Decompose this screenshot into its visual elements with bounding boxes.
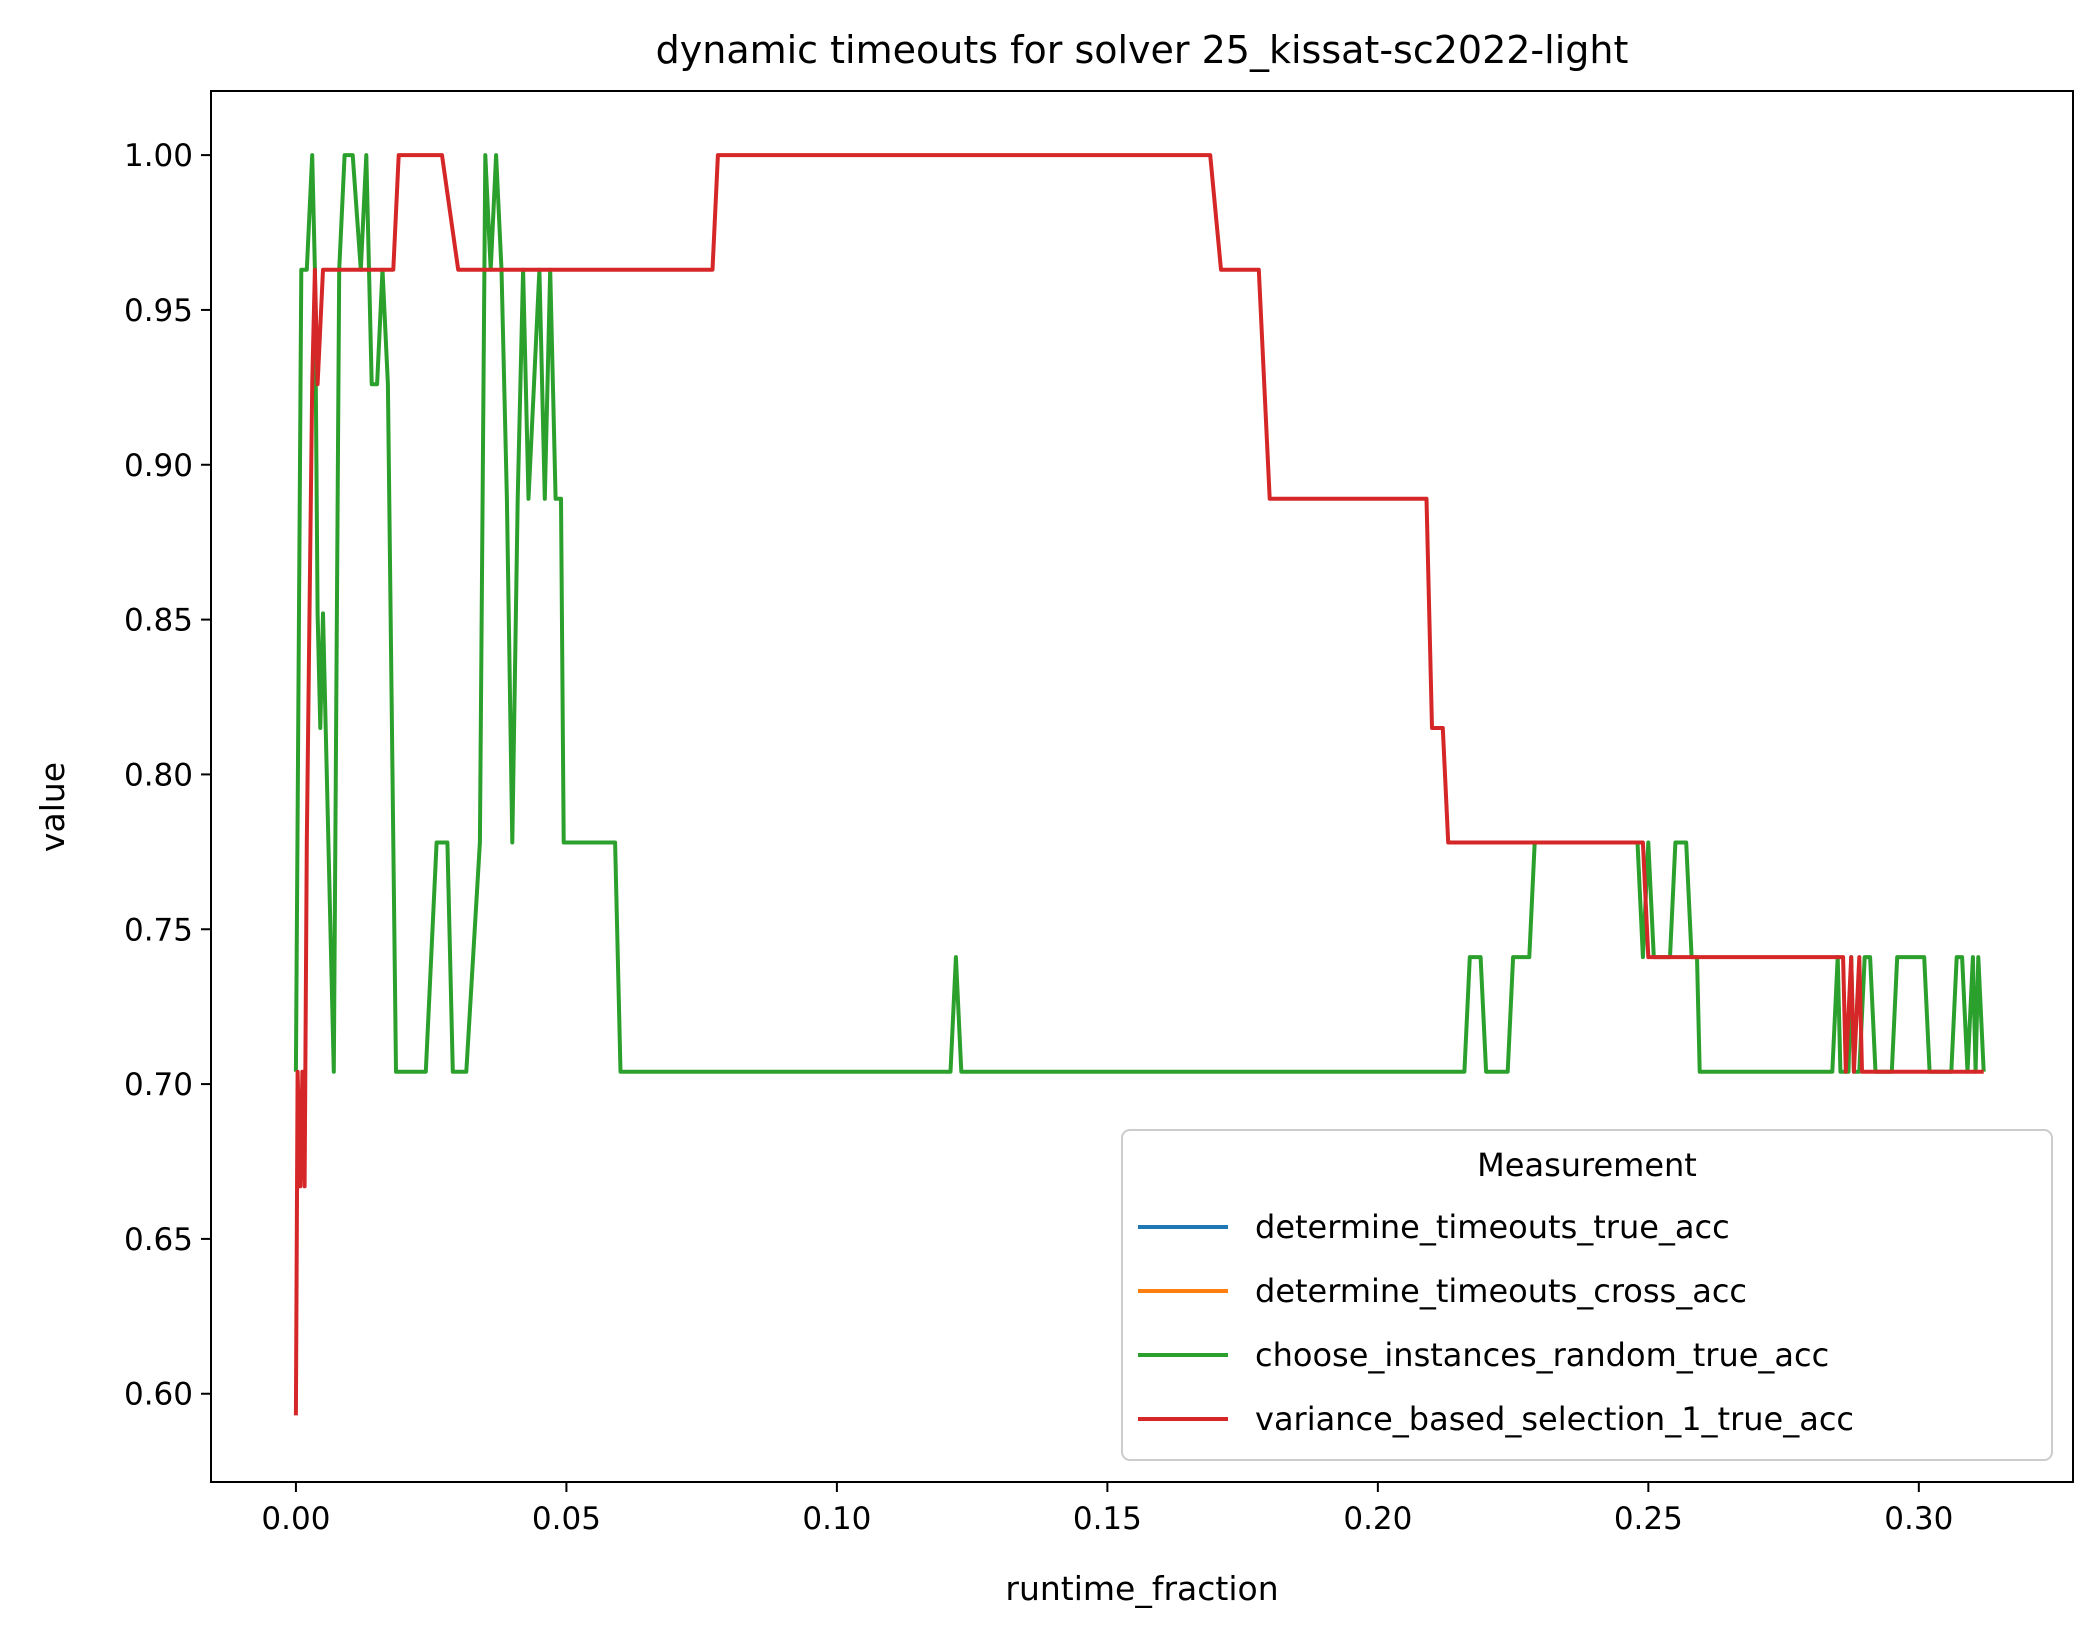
x-axis-label: runtime_fraction [1005,1569,1278,1608]
legend: Measurement determine_timeouts_true_accd… [1121,1129,2053,1461]
y-tick-label: 0.60 [124,1377,193,1413]
y-tick-label: 0.65 [124,1222,193,1258]
plot-area-frame [210,90,2074,1483]
plot-lines [293,153,1986,1416]
legend-label: determine_timeouts_cross_acc [1255,1272,1747,1310]
series-line-variance-based-selection-1-true-acc [293,153,1984,1416]
y-axis-label: value [33,762,72,852]
x-tick-label: 0.10 [802,1501,871,1537]
x-tick-label: 0.15 [1073,1501,1142,1537]
y-tick-label: 0.90 [124,448,193,484]
legend-label: variance_based_selection_1_true_acc [1255,1400,1854,1438]
y-tick-label: 0.85 [124,603,193,639]
x-axis-ticks: 0.00 0.05 0.10 0.15 0.20 0.25 0.30 [261,1482,1953,1537]
legend-title: Measurement [1477,1146,1697,1184]
y-tick-label: 0.70 [124,1067,193,1103]
y-tick-label: 0.95 [124,293,193,329]
chart-title: dynamic timeouts for solver 25_kissat-sc… [656,28,1629,72]
x-tick-label: 0.00 [261,1501,330,1537]
y-tick-label: 0.80 [124,757,193,793]
legend-label: determine_timeouts_true_acc [1255,1208,1730,1246]
y-tick-label: 0.75 [124,912,193,948]
x-tick-label: 0.05 [532,1501,601,1537]
legend-label: choose_instances_random_true_acc [1255,1336,1829,1374]
legend-entries: determine_timeouts_true_acc determine_tim… [1138,1208,1854,1438]
y-axis-ticks: 0.60 0.65 0.70 0.75 0.80 0.85 0.90 0.95 1.00 [124,138,211,1413]
legend-box [1121,1129,2053,1461]
x-tick-label: 0.20 [1343,1501,1412,1537]
y-tick-label: 1.00 [124,138,193,174]
x-tick-label: 0.30 [1884,1501,1953,1537]
x-tick-label: 0.25 [1614,1501,1683,1537]
